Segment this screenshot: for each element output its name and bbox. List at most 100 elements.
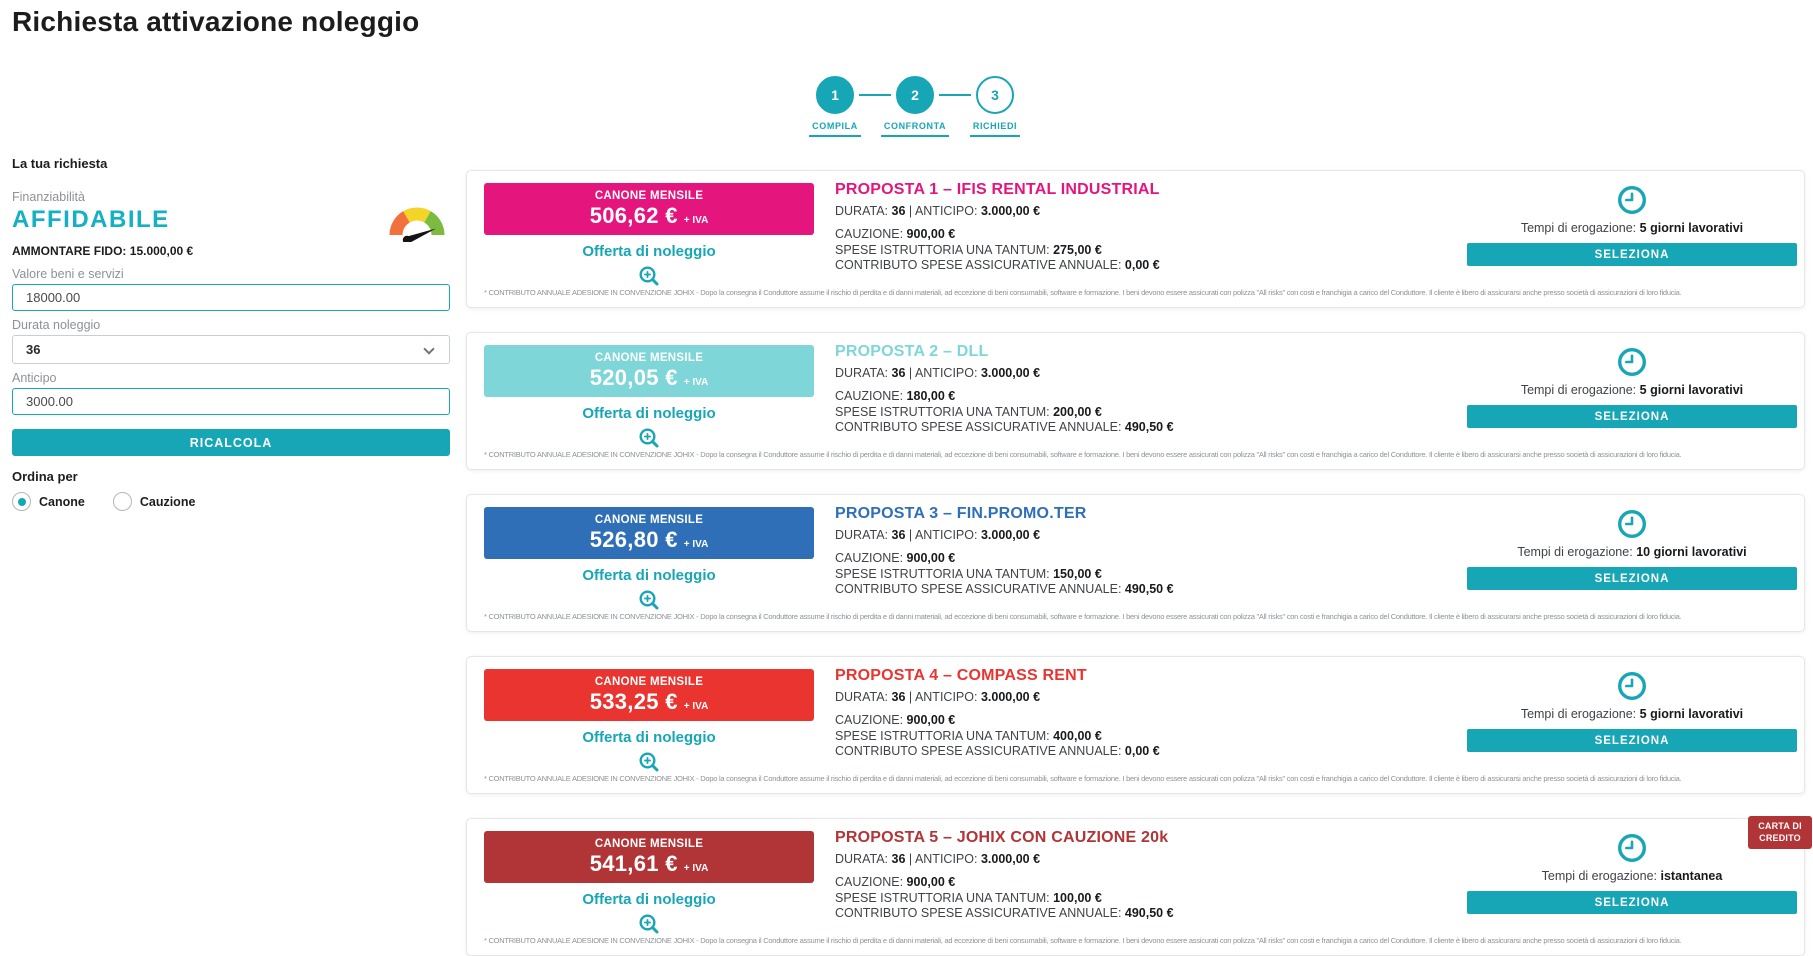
- monthly-fee-box: CANONE MENSILE 520,05 € + IVA: [484, 345, 814, 397]
- tempi-erogazione: Tempi di erogazione: 5 giorni lavorativi: [1520, 383, 1744, 397]
- stepper-step[interactable]: 3 RICHIEDI: [955, 76, 1035, 137]
- canone-mensile-label: CANONE MENSILE: [594, 837, 704, 850]
- zoom-in-icon[interactable]: [484, 265, 814, 287]
- contributo-line: CONTRIBUTO SPESE ASSICURATIVE ANNUALE: 4…: [835, 582, 1174, 596]
- ricalcola-button[interactable]: RICALCOLA: [12, 429, 450, 456]
- anticipo-label: Anticipo: [12, 371, 57, 385]
- contributo-line: CONTRIBUTO SPESE ASSICURATIVE ANNUALE: 4…: [835, 420, 1174, 434]
- request-sidebar: La tua richiesta Finanziabilità AFFIDABI…: [12, 156, 450, 511]
- proposal-card: CANONE MENSILE 506,62 € + IVA Offerta di…: [466, 170, 1805, 308]
- durata-select[interactable]: 36: [12, 335, 450, 364]
- offer-link[interactable]: Offerta di noleggio: [582, 405, 716, 422]
- cauzione-line: CAUZIONE: 900,00 €: [835, 551, 956, 565]
- seleziona-button[interactable]: SELEZIONA: [1467, 567, 1797, 590]
- radio-label: Canone: [39, 494, 85, 509]
- proposal-card: CANONE MENSILE 526,80 € + IVA Offerta di…: [466, 494, 1805, 632]
- spese-line: SPESE ISTRUTTORIA UNA TANTUM: 100,00 €: [835, 890, 1102, 905]
- disclaimer-text: * CONTRIBUTO ANNUALE ADESIONE IN CONVENZ…: [484, 936, 1682, 945]
- iva-suffix: + IVA: [683, 214, 709, 226]
- duration-advance-line: DURATA: 36 | ANTICIPO: 3.000,00 €: [835, 690, 1041, 704]
- contributo-line: CONTRIBUTO SPESE ASSICURATIVE ANNUALE: 0…: [835, 744, 1160, 758]
- price-value: 541,61 €: [589, 850, 678, 876]
- tempi-erogazione: Tempi di erogazione: 5 giorni lavorativi: [1520, 221, 1744, 235]
- zoom-in-icon[interactable]: [484, 913, 814, 935]
- proposal-card: CANONE MENSILE 520,05 € + IVA Offerta di…: [466, 332, 1805, 470]
- seleziona-button[interactable]: SELEZIONA: [1467, 891, 1797, 914]
- step-label: COMPILA: [809, 121, 861, 137]
- disclaimer-text: * CONTRIBUTO ANNUALE ADESIONE IN CONVENZ…: [484, 612, 1682, 621]
- clock-icon: [1617, 347, 1647, 377]
- proposal-title: PROPOSTA 3 – FIN.PROMO.TER: [835, 505, 1087, 522]
- stepper-step[interactable]: 1 COMPILA: [795, 76, 875, 137]
- proposal-title: PROPOSTA 5 – JOHIX CON CAUZIONE 20k: [835, 829, 1169, 846]
- price-value: 520,05 €: [589, 364, 678, 390]
- cauzione-line: CAUZIONE: 900,00 €: [835, 875, 956, 889]
- canone-mensile-label: CANONE MENSILE: [594, 189, 704, 202]
- spese-line: SPESE ISTRUTTORIA UNA TANTUM: 400,00 €: [835, 728, 1102, 743]
- monthly-fee-box: CANONE MENSILE 526,80 € + IVA: [484, 507, 814, 559]
- durata-label: Durata noleggio: [12, 318, 101, 332]
- duration-advance-line: DURATA: 36 | ANTICIPO: 3.000,00 €: [835, 204, 1041, 218]
- offer-link[interactable]: Offerta di noleggio: [582, 891, 716, 908]
- price-value: 506,62 €: [589, 202, 678, 228]
- cauzione-line: CAUZIONE: 900,00 €: [835, 713, 956, 727]
- proposal-title: PROPOSTA 2 – DLL: [835, 343, 989, 360]
- duration-advance-line: DURATA: 36 | ANTICIPO: 3.000,00 €: [835, 366, 1041, 380]
- ordina-per-label: Ordina per: [12, 469, 78, 484]
- radio-icon[interactable]: [12, 492, 31, 511]
- stepper-step[interactable]: 2 CONFRONTA: [875, 76, 955, 137]
- seleziona-button[interactable]: SELEZIONA: [1467, 243, 1797, 266]
- proposal-title: PROPOSTA 1 – IFIS RENTAL INDUSTRIAL: [835, 181, 1160, 198]
- finanziabilita-label: Finanziabilità: [12, 190, 85, 204]
- offer-link[interactable]: Offerta di noleggio: [582, 567, 716, 584]
- zoom-in-icon[interactable]: [484, 589, 814, 611]
- iva-suffix: + IVA: [683, 376, 709, 388]
- page-title: Richiesta attivazione noleggio: [12, 6, 420, 37]
- sort-radio[interactable]: Canone: [12, 492, 85, 511]
- offer-link[interactable]: Offerta di noleggio: [582, 729, 716, 746]
- canone-mensile-label: CANONE MENSILE: [594, 351, 704, 364]
- proposal-card: CARTA DI CREDITO CANONE MENSILE 541,61 €…: [466, 816, 1812, 956]
- valore-label: Valore beni e servizi: [12, 267, 124, 281]
- seleziona-button[interactable]: SELEZIONA: [1467, 729, 1797, 752]
- anticipo-input[interactable]: [12, 388, 450, 415]
- sort-radio[interactable]: Cauzione: [112, 492, 195, 511]
- contributo-line: CONTRIBUTO SPESE ASSICURATIVE ANNUALE: 0…: [835, 258, 1160, 272]
- radio-icon[interactable]: [112, 492, 132, 511]
- step-label: CONFRONTA: [880, 121, 950, 137]
- disclaimer-text: * CONTRIBUTO ANNUALE ADESIONE IN CONVENZ…: [484, 288, 1682, 297]
- tempi-erogazione: Tempi di erogazione: 5 giorni lavorativi: [1520, 707, 1744, 721]
- gauge-icon: [389, 207, 445, 242]
- monthly-fee-box: CANONE MENSILE 533,25 € + IVA: [484, 669, 814, 721]
- step-number[interactable]: 1: [816, 76, 854, 114]
- seleziona-button[interactable]: SELEZIONA: [1467, 405, 1797, 428]
- credit-card-badge: CARTA DI CREDITO: [1748, 816, 1812, 850]
- clock-icon: [1617, 833, 1647, 863]
- stepper: 1 COMPILA 2 CONFRONTA 3 RICHIEDI: [795, 76, 1035, 137]
- step-label: RICHIEDI: [969, 121, 1021, 137]
- step-number[interactable]: 2: [896, 76, 934, 114]
- ammontare-fido: AMMONTARE FIDO: 15.000,00 €: [12, 244, 194, 258]
- zoom-in-icon[interactable]: [484, 751, 814, 773]
- cauzione-line: CAUZIONE: 180,00 €: [835, 389, 956, 403]
- duration-advance-line: DURATA: 36 | ANTICIPO: 3.000,00 €: [835, 852, 1041, 866]
- spese-line: SPESE ISTRUTTORIA UNA TANTUM: 275,00 €: [835, 242, 1102, 257]
- chevron-down-icon: [423, 343, 435, 355]
- proposal-card: CANONE MENSILE 533,25 € + IVA Offerta di…: [466, 656, 1805, 794]
- step-number[interactable]: 3: [976, 76, 1014, 114]
- proposal-title: PROPOSTA 4 – COMPASS RENT: [835, 667, 1087, 684]
- tempi-erogazione: Tempi di erogazione: 10 giorni lavorativ…: [1517, 545, 1747, 559]
- iva-suffix: + IVA: [683, 862, 709, 874]
- rating-value: AFFIDABILE: [12, 206, 170, 233]
- duration-advance-line: DURATA: 36 | ANTICIPO: 3.000,00 €: [835, 528, 1041, 542]
- monthly-fee-box: CANONE MENSILE 541,61 € + IVA: [484, 831, 814, 883]
- valore-input[interactable]: [12, 284, 450, 311]
- monthly-fee-box: CANONE MENSILE 506,62 € + IVA: [484, 183, 814, 235]
- contributo-line: CONTRIBUTO SPESE ASSICURATIVE ANNUALE: 4…: [835, 906, 1174, 920]
- clock-icon: [1617, 185, 1647, 215]
- canone-mensile-label: CANONE MENSILE: [594, 513, 704, 526]
- zoom-in-icon[interactable]: [484, 427, 814, 449]
- disclaimer-text: * CONTRIBUTO ANNUALE ADESIONE IN CONVENZ…: [484, 774, 1682, 783]
- stepper-connector: [859, 94, 891, 96]
- offer-link[interactable]: Offerta di noleggio: [582, 243, 716, 260]
